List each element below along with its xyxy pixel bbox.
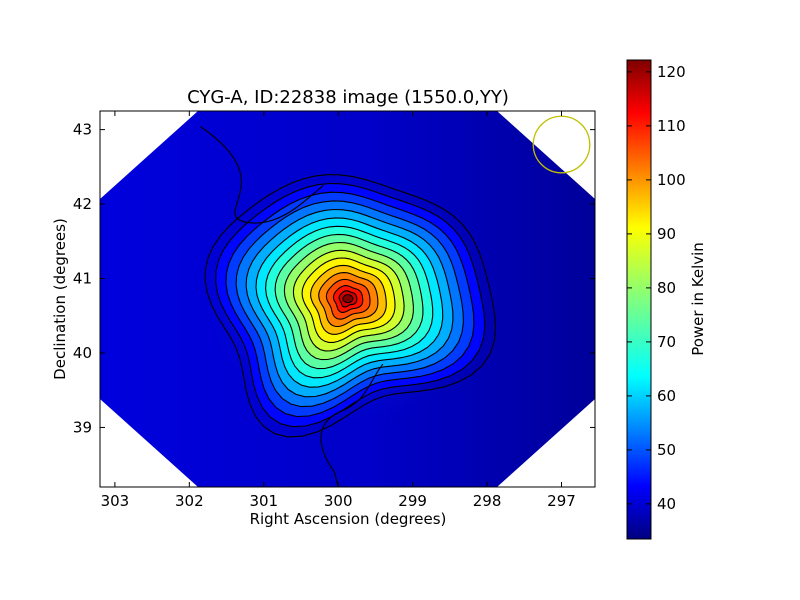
y-tick-label: 39 <box>73 418 92 436</box>
contour-line <box>310 264 387 335</box>
colorbar: 40 50 60 70 80 90 100 110 120 Power in Kelvin <box>626 59 707 540</box>
colorbar-tick-label: 70 <box>657 333 676 351</box>
colorbar-gradient <box>626 59 652 540</box>
x-tick-label: 301 <box>249 492 278 510</box>
colorbar-label: Power in Kelvin <box>689 242 707 356</box>
colorbar-tick-label: 90 <box>657 225 676 243</box>
contour-line <box>245 208 454 398</box>
x-tick-label: 303 <box>101 492 130 510</box>
contour-line <box>292 249 405 352</box>
contour-line <box>283 241 414 361</box>
contour-line <box>255 217 444 388</box>
contour-line <box>301 257 396 343</box>
y-axis: 39 40 41 42 43 <box>73 121 595 436</box>
x-axis: 303 302 301 300 299 298 297 <box>101 111 576 510</box>
contour-line <box>338 290 358 308</box>
x-tick-label: 299 <box>398 492 427 510</box>
peak-marker <box>342 294 354 304</box>
contour-lines <box>200 126 497 487</box>
contour-line <box>274 233 424 370</box>
colorbar-tick-label: 110 <box>657 117 686 135</box>
y-axis-label: Declination (degrees) <box>51 218 69 380</box>
chart-title: CYG-A, ID:22838 image (1550.0,YY) <box>187 87 509 108</box>
contour-line <box>325 278 371 320</box>
x-tick-label: 300 <box>324 492 353 510</box>
contour-line <box>332 285 364 313</box>
colorbar-tick-label: 50 <box>657 441 676 459</box>
colorbar-tick-label: 80 <box>657 279 676 297</box>
colorbar-tick-label: 100 <box>657 171 686 189</box>
contour-line <box>235 200 464 408</box>
colorbar-tick-label: 120 <box>657 63 686 81</box>
plot-frame <box>99 110 596 488</box>
beam-circle <box>532 115 591 174</box>
x-tick-label: 298 <box>473 492 502 510</box>
x-axis-label: Right Ascension (degrees) <box>250 510 447 528</box>
colorbar-ticks: 40 50 60 70 80 90 100 110 120 <box>627 63 686 513</box>
y-tick-label: 43 <box>73 121 92 139</box>
colorbar-tick-label: 40 <box>657 495 676 513</box>
y-tick-label: 40 <box>73 344 92 362</box>
contour-tail <box>320 363 384 487</box>
sky-image <box>100 111 595 487</box>
contour-line <box>318 272 379 328</box>
contour-line <box>225 191 475 418</box>
y-tick-label: 41 <box>73 270 92 288</box>
colorbar-tick-label: 60 <box>657 387 676 405</box>
contour-line <box>265 225 434 379</box>
contour-tail <box>200 126 324 224</box>
x-tick-label: 302 <box>175 492 204 510</box>
x-tick-label: 297 <box>547 492 576 510</box>
y-tick-label: 42 <box>73 195 92 213</box>
contour-line <box>204 174 497 438</box>
contour-line <box>215 182 486 428</box>
